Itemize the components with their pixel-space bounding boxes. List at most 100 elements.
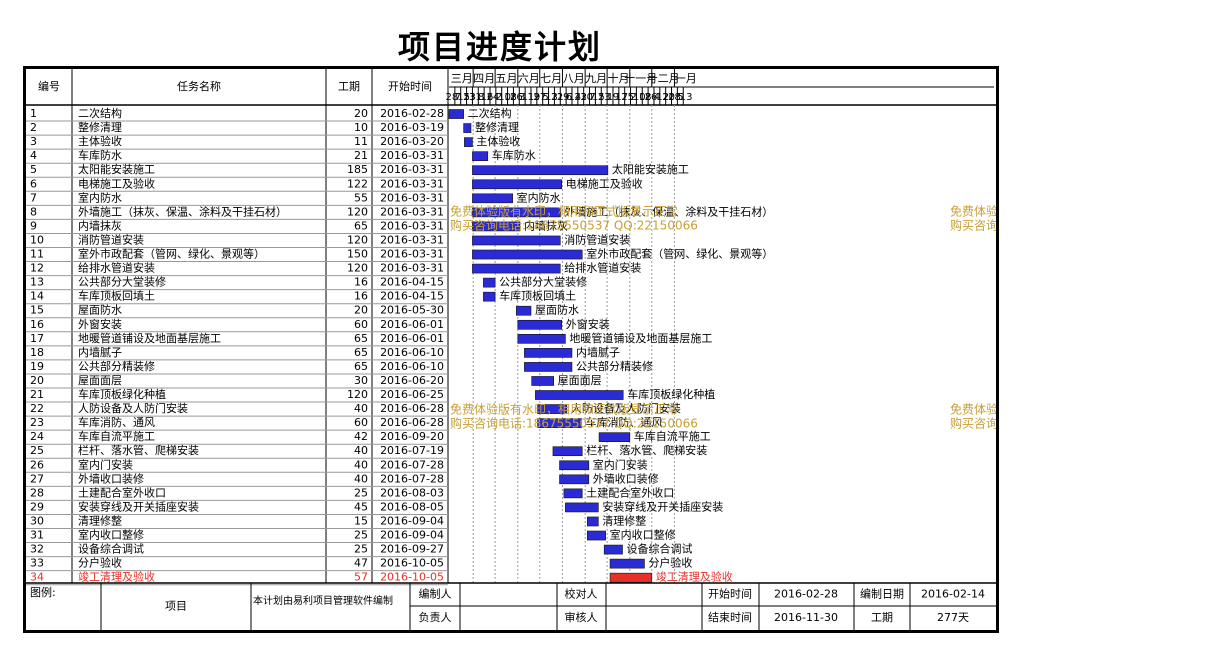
task-bar	[537, 404, 568, 414]
task-bar	[552, 446, 583, 457]
legend-item-label: 项目	[165, 600, 187, 613]
task-start: 2016-03-31	[380, 205, 444, 218]
task-id: 16	[30, 318, 44, 331]
task-duration: 25	[354, 486, 368, 499]
week-day-label: 11	[522, 92, 535, 103]
task-start: 2016-02-28	[380, 107, 444, 120]
week-day-label: 19	[528, 92, 541, 103]
week-day-label: 26	[510, 92, 523, 103]
task-start: 2016-06-28	[380, 402, 444, 415]
task-bar-label: 外窗安装	[566, 317, 610, 331]
task-duration: 20	[354, 107, 368, 120]
task-id: 20	[30, 374, 44, 387]
task-duration: 42	[354, 430, 368, 443]
task-id: 25	[30, 444, 44, 457]
task-bar	[472, 263, 561, 274]
task-name: 车库防水	[78, 148, 122, 162]
task-duration: 25	[354, 529, 368, 542]
task-bar	[448, 109, 464, 119]
task-id: 5	[30, 163, 37, 176]
task-start: 2016-03-31	[380, 191, 444, 204]
task-start: 2016-06-10	[380, 360, 444, 373]
task-duration: 65	[354, 360, 368, 373]
header-task-name: 任务名称	[177, 79, 221, 93]
week-day-label: 18	[639, 92, 652, 103]
reviewer-label: 审核人	[565, 610, 598, 624]
task-name: 清理修整	[78, 513, 122, 527]
task-bar-label: 室内防水	[517, 190, 561, 204]
week-day-label: 13	[545, 92, 558, 103]
task-bar-label: 室外市政配套（管网、绿化、景观等）	[586, 247, 773, 261]
week-day-label: 15	[457, 92, 470, 103]
task-id: 12	[30, 262, 44, 275]
task-bar-label: 消防管道安装	[564, 232, 630, 246]
task-name: 分户验收	[78, 556, 122, 570]
task-name: 车库顶板绿化种植	[78, 387, 166, 401]
task-id: 24	[30, 430, 44, 443]
task-bar-label: 栏杆、落水管、爬梯安装	[586, 443, 707, 457]
task-start: 2016-08-03	[380, 486, 444, 499]
task-start: 2016-10-05	[380, 557, 444, 570]
task-name: 外墙施工（抹灰、保温、涂料及干挂石材）	[78, 204, 287, 218]
week-day-label: 23	[598, 92, 611, 103]
task-duration: 65	[354, 219, 368, 232]
task-start: 2016-06-01	[380, 318, 444, 331]
start-value: 2016-02-28	[774, 588, 838, 601]
task-duration: 60	[354, 318, 368, 331]
week-day-label: 29	[557, 92, 570, 103]
month-label: 五月	[495, 72, 517, 85]
month-label: 十一月	[624, 71, 657, 85]
task-id: 27	[30, 472, 44, 485]
task-bar-label: 内墙抹灰	[524, 218, 568, 232]
task-bar-label: 外墙收口装修	[593, 471, 659, 485]
header-start: 开始时间	[388, 79, 432, 93]
task-start: 2016-08-05	[380, 500, 444, 513]
task-start: 2016-03-19	[380, 121, 444, 134]
task-duration: 30	[354, 374, 368, 387]
task-start: 2016-05-30	[380, 304, 444, 317]
task-duration: 120	[347, 233, 368, 246]
made-date-value: 2016-02-14	[921, 588, 985, 601]
watermark-line2: 购买咨询电话:18675550537 QQ:22150066	[950, 416, 996, 431]
duration-value: 277天	[937, 611, 969, 624]
week-day-label: 27	[533, 92, 546, 103]
task-bar	[517, 319, 563, 330]
task-bar-label: 车库顶板绿化种植	[627, 387, 715, 401]
task-start: 2016-07-28	[380, 472, 444, 485]
task-bar-label: 车库顶板回填土	[499, 289, 576, 303]
legend-label: 图例:	[30, 585, 56, 599]
task-duration: 122	[347, 177, 368, 190]
task-name: 整修清理	[78, 120, 122, 134]
task-bar-label: 公共部分大堂装修	[499, 275, 587, 289]
task-id: 30	[30, 514, 44, 527]
task-id: 7	[30, 191, 37, 204]
end-value: 2016-11-30	[774, 611, 838, 624]
task-id: 18	[30, 346, 44, 359]
task-start: 2016-03-31	[380, 177, 444, 190]
task-id: 34	[30, 571, 44, 584]
week-day-label: 5	[677, 92, 683, 103]
task-bar-label: 室内门安装	[593, 457, 648, 471]
week-day-label: 7	[589, 92, 595, 103]
task-duration: 65	[354, 346, 368, 359]
task-name: 车库自流平施工	[78, 429, 155, 443]
task-duration: 21	[354, 149, 368, 162]
task-bar	[559, 460, 590, 471]
week-day-label: 26	[645, 92, 658, 103]
editor-label: 编制人	[419, 587, 452, 601]
task-bar-label: 太阳能安装施工	[612, 162, 689, 176]
task-bar	[463, 123, 472, 133]
task-bar-label: 屋面面层	[558, 374, 602, 387]
task-bar	[603, 544, 623, 555]
task-name: 公共部分大堂装修	[78, 275, 166, 289]
week-day-label: 2	[496, 92, 502, 103]
task-id: 13	[30, 276, 44, 289]
task-bar	[531, 376, 554, 386]
task-bar	[565, 502, 599, 513]
checker-label: 校对人	[565, 587, 598, 601]
week-day-label: 5	[542, 92, 548, 103]
task-id: 29	[30, 500, 44, 513]
watermark-line1: 免费体验版有水印，相用和正式版显示正常	[950, 204, 996, 219]
task-id: 6	[30, 177, 37, 190]
task-bar	[563, 488, 583, 499]
